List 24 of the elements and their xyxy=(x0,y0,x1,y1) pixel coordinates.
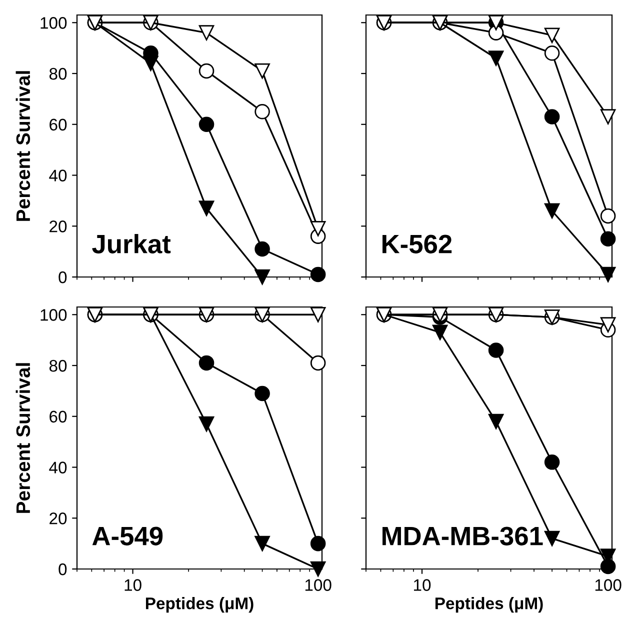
text: A-549 xyxy=(92,526,163,546)
text: K-562 xyxy=(382,234,452,254)
text: Jurkat xyxy=(92,234,171,254)
y-tick-label: 40 xyxy=(49,170,67,182)
y-tick-label: 80 xyxy=(49,360,67,372)
x-tick-label: 100 xyxy=(305,579,332,591)
y-axis-title: Percent Survival xyxy=(16,363,30,513)
y-axis-title: Percent Survival xyxy=(16,71,30,221)
y-tick-label: 20 xyxy=(50,220,67,232)
y-tick-label: 0 xyxy=(58,271,67,284)
y-tick-label: 80 xyxy=(49,68,67,80)
y-tick-label: 100 xyxy=(40,309,67,321)
text: MDA-MB-361 xyxy=(382,526,543,546)
x-axis-title: Peptides (μM) xyxy=(146,597,254,613)
x-tick-label: 100 xyxy=(595,579,622,591)
y-tick-label: 60 xyxy=(50,118,67,131)
y-tick-label: 0 xyxy=(58,563,67,576)
x-tick-label: 10 xyxy=(414,579,431,591)
y-tick-label: 100 xyxy=(40,17,67,29)
x-axis-title: Peptides (μM) xyxy=(435,597,543,613)
y-tick-label: 20 xyxy=(50,512,67,524)
y-tick-label: 60 xyxy=(50,410,67,423)
x-tick-label: 10 xyxy=(124,579,142,591)
y-tick-label: 40 xyxy=(49,462,67,474)
